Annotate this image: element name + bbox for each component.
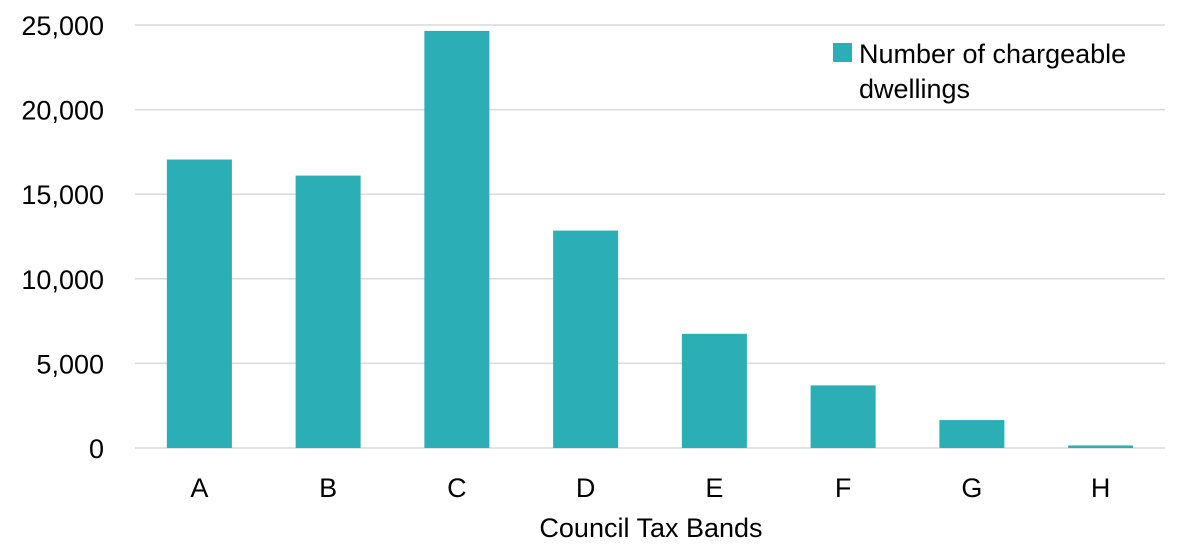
x-tick-label: E [705, 473, 723, 503]
x-tick-label: D [576, 473, 596, 503]
gridlines [135, 24, 1165, 449]
legend-swatch [833, 43, 852, 62]
y-tick-label: 15,000 [21, 180, 104, 210]
bar-c [424, 30, 490, 449]
y-tick-label: 0 [89, 434, 104, 464]
legend: Number of chargeable dwellings [833, 39, 1126, 104]
legend-label-line-1: Number of chargeable [859, 39, 1126, 69]
x-axis-title: Council Tax Bands [539, 513, 762, 543]
bar-f [810, 385, 876, 448]
x-tick-label: F [835, 473, 852, 503]
bar-g [939, 420, 1005, 448]
y-tick-label: 25,000 [21, 11, 104, 41]
x-tick-label: G [961, 473, 982, 503]
y-tick-label: 5,000 [36, 349, 104, 379]
y-axis-tick-labels: 0 5,000 10,000 15,000 20,000 25,000 [21, 11, 104, 464]
bar-b [295, 175, 361, 448]
legend-label-line-2: dwellings [859, 74, 970, 104]
bar-d [553, 230, 619, 448]
bar-a [166, 159, 232, 449]
x-tick-label: H [1091, 473, 1111, 503]
y-tick-label: 20,000 [21, 96, 104, 126]
y-tick-label: 10,000 [21, 265, 104, 295]
x-tick-label: A [190, 473, 208, 503]
x-tick-label: B [319, 473, 337, 503]
x-tick-label: C [447, 473, 467, 503]
x-axis-tick-labels: A B C D E F G H [190, 473, 1110, 503]
bars [166, 30, 1134, 449]
bar-e [681, 333, 747, 448]
bar-h [1068, 445, 1134, 448]
